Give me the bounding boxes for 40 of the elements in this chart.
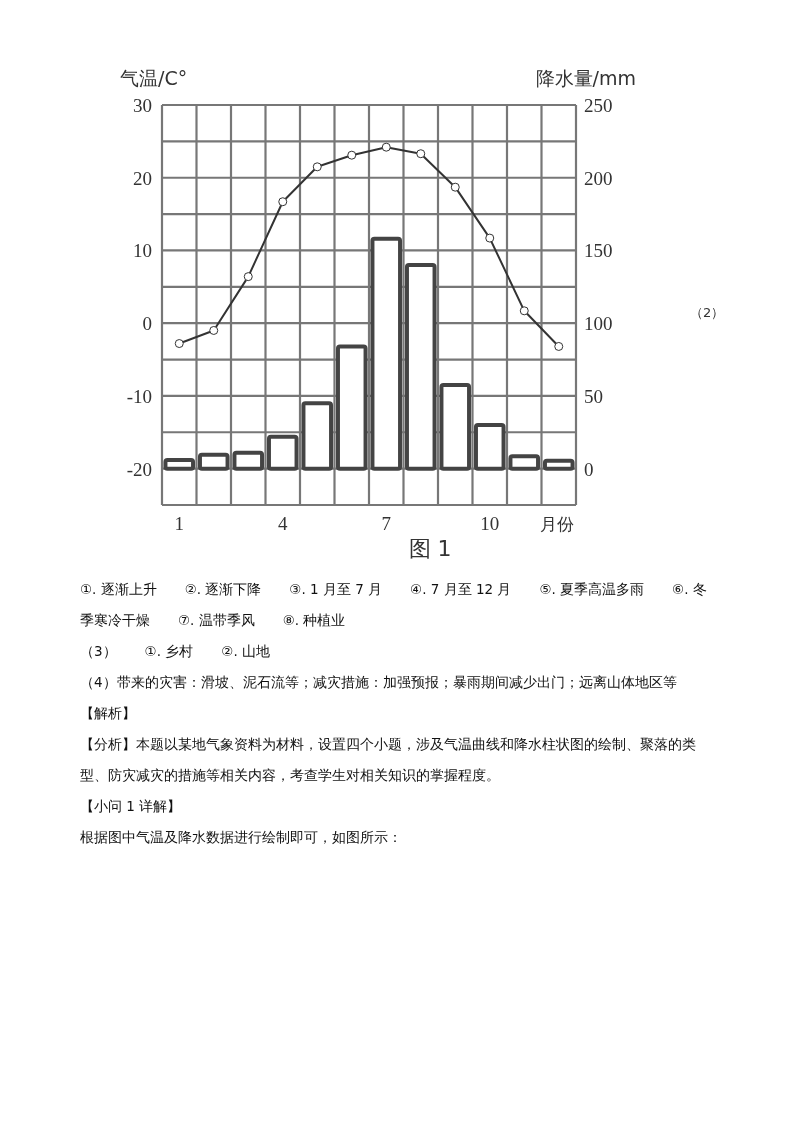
y-tick-label: -20 (126, 458, 152, 480)
y-tick-label: 20 (133, 167, 152, 189)
point (243, 272, 253, 282)
point (209, 325, 219, 335)
text: （4）带来的灾害：滑坡、泥石流等；减灾措施：加强预报；暴雨期间减少出门；远离山体地区等 (80, 673, 678, 692)
y-tick-label: 0 (142, 313, 152, 335)
x-axis-title: 月份 (540, 514, 574, 534)
x-tick-label: 4 (278, 513, 288, 534)
point (519, 306, 529, 316)
point (554, 341, 564, 351)
y-axis-title: 气温/C° (120, 67, 188, 89)
point (312, 162, 322, 172)
y2-tick-label: 100 (584, 313, 613, 335)
point (450, 182, 460, 192)
x-tick-label: 1 (174, 513, 184, 534)
x-tick-label: 7 (381, 513, 391, 534)
text: （3） ①. 乡村 ②. 山地 (80, 642, 271, 661)
y2-tick-label: 150 (584, 240, 613, 262)
point (416, 149, 426, 159)
y-tick-label: -10 (126, 385, 152, 407)
y2-tick-label: 50 (584, 385, 603, 407)
x-tick-label: 10 (480, 513, 500, 534)
text: ①. 逐渐上升 ②. 逐渐下降 ③. 1 月至 7 月 ④. 7 月至 12 月 ⑤. 夏季高温多雨 ⑥. 冬季寒冷干燥 ⑦. 温带季风 ⑧. 种植业 (80, 580, 708, 630)
text: 根据图中气温及降水数据进行绘制即可，如图所示： (80, 828, 403, 847)
text: 【分析】本题以某地气象资料为材料，设置四个小题，涉及气温曲线和降水柱状图的绘制、聚落的类型、防灾减灾的措施等相关内容，考查学生对相关知识的掌握程度。 (80, 735, 697, 785)
point (174, 339, 184, 349)
y2-tick-label: 250 (584, 95, 613, 116)
y-tick-label: 10 (133, 240, 152, 262)
text: 【小问 1 详解】 (80, 797, 183, 816)
point (381, 142, 391, 152)
text: 【解析】 (80, 704, 137, 723)
text: 图 1 (408, 536, 452, 561)
text: （2） (690, 305, 725, 320)
y2-axis-title: 降水量/mm (535, 67, 636, 89)
y-tick-label: 30 (133, 95, 152, 116)
y2-tick-label: 0 (584, 458, 594, 480)
point (347, 150, 357, 160)
y2-tick-label: 200 (584, 167, 613, 189)
point (485, 233, 495, 243)
point (278, 197, 288, 207)
